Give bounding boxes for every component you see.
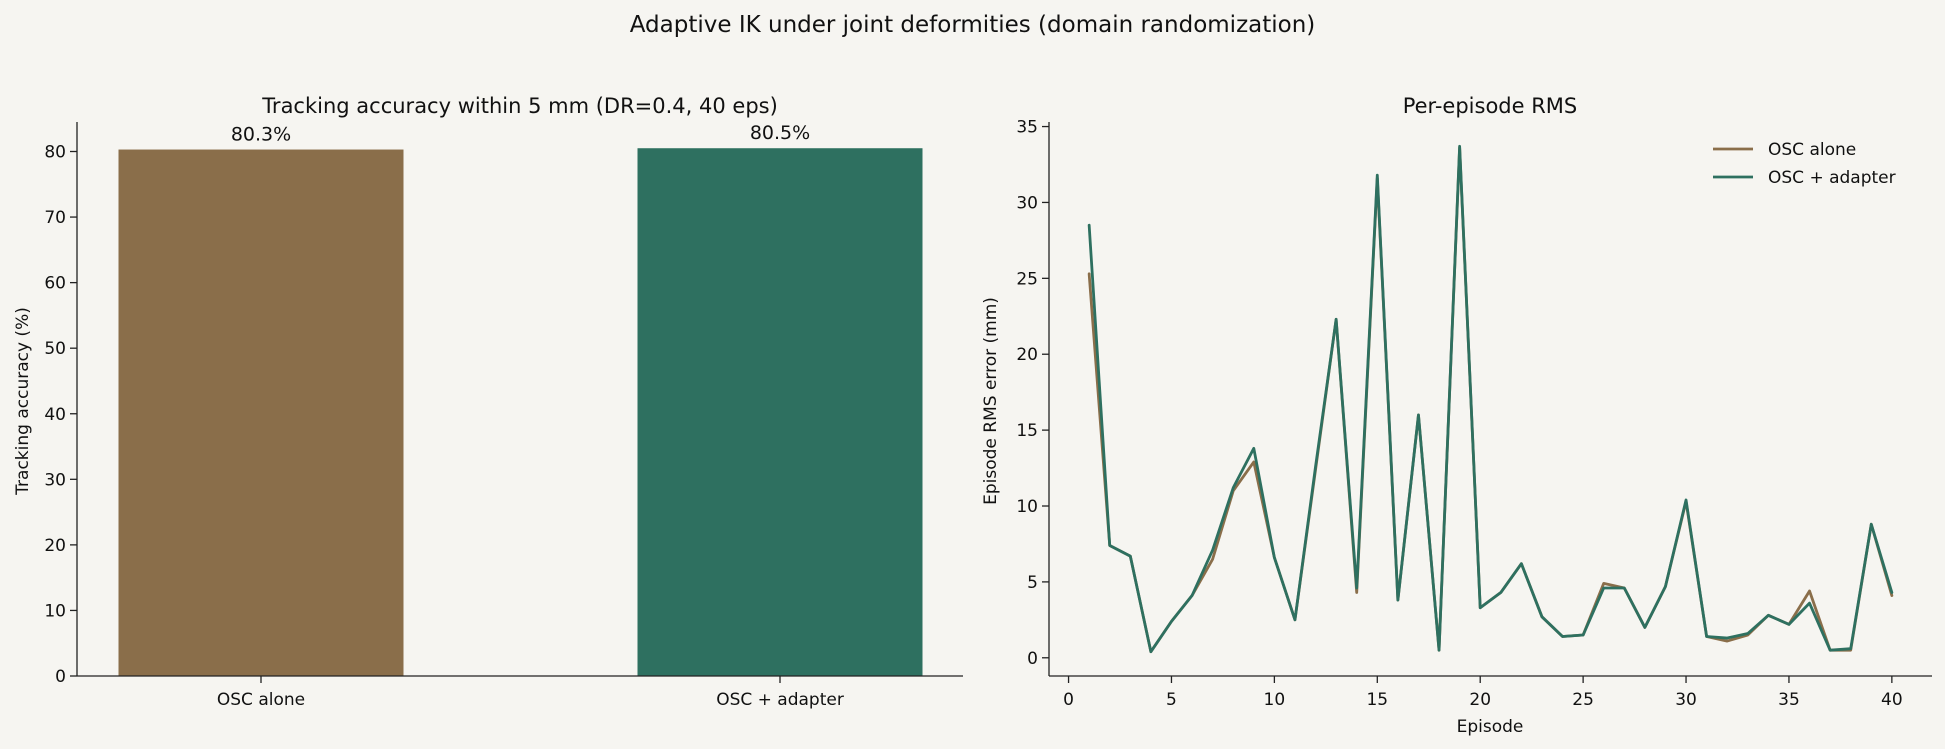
legend-label: OSC + adapter [1768, 168, 1896, 188]
line-chart-panel: Per-episode RMS Episode RMS error (mm) E… [981, 94, 1932, 737]
line-y-tick-label: 20 [1016, 345, 1038, 365]
bar-y-tick-label: 10 [44, 601, 66, 621]
bar-value-label: 80.5% [750, 122, 810, 144]
line-y-tick-label: 0 [1027, 649, 1038, 669]
line-chart-x-axis-label: Episode [1457, 717, 1524, 737]
bar-chart-y-axis-label: Tracking accuracy (%) [13, 307, 33, 496]
line-x-tick-label: 20 [1469, 690, 1491, 710]
bar-y-tick-label: 40 [44, 405, 66, 425]
line-y-tick-label: 30 [1016, 193, 1038, 213]
bar-y-tick-label: 60 [44, 274, 66, 294]
line-x-tick-label: 35 [1778, 690, 1800, 710]
line-chart-title: Per-episode RMS [1403, 94, 1578, 118]
bar-y-tick-label: 70 [44, 208, 66, 228]
bar-y-tick-label: 30 [44, 470, 66, 490]
bar [637, 148, 923, 676]
series-line-osc-alone [1087, 146, 1894, 654]
bar-chart-bars: 80.3% 80.5% [118, 122, 923, 677]
legend-label: OSC alone [1768, 140, 1856, 160]
line-chart-series [1087, 144, 1894, 654]
line-y-tick-label: 25 [1016, 269, 1038, 289]
line-chart-ticks: 0 5 10 15 20 25 30 35 40 0 5 10 15 20 25 30 35 [1016, 118, 1902, 710]
bar-y-tick-label: 20 [44, 536, 66, 556]
line-y-tick-label: 35 [1016, 118, 1038, 138]
line-chart-legend: OSC alone OSC + adapter [1713, 140, 1896, 188]
line-x-tick-label: 30 [1675, 690, 1697, 710]
line-x-tick-label: 0 [1063, 690, 1074, 710]
bar-value-label: 80.3% [231, 124, 291, 146]
line-x-tick-label: 15 [1366, 690, 1388, 710]
bar-chart-title: Tracking accuracy within 5 mm (DR=0.4, 4… [261, 94, 778, 118]
bar-y-tick-label: 0 [55, 667, 66, 687]
bar-chart-ticks: 0 10 20 30 40 50 60 70 80 OSC alone OSC + adapter [44, 143, 843, 710]
bar [118, 149, 404, 677]
bar-y-tick-label: 50 [44, 339, 66, 359]
line-x-tick-label: 40 [1881, 690, 1903, 710]
line-y-tick-label: 5 [1027, 573, 1038, 593]
bar-x-tick-label: OSC + adapter [716, 690, 844, 710]
bar-x-tick-label: OSC alone [217, 690, 305, 710]
line-x-tick-label: 25 [1572, 690, 1594, 710]
line-y-tick-label: 10 [1016, 497, 1038, 517]
bar-chart-panel: Tracking accuracy within 5 mm (DR=0.4, 4… [13, 94, 963, 710]
line-x-tick-label: 10 [1264, 690, 1286, 710]
figure-suptitle: Adaptive IK under joint deformities (dom… [630, 12, 1316, 38]
line-x-tick-label: 5 [1166, 690, 1177, 710]
series-line-osc-adapter [1087, 144, 1894, 654]
line-chart-y-axis-label: Episode RMS error (mm) [981, 297, 1001, 505]
line-y-tick-label: 15 [1016, 421, 1038, 441]
bar-y-tick-label: 80 [44, 143, 66, 163]
